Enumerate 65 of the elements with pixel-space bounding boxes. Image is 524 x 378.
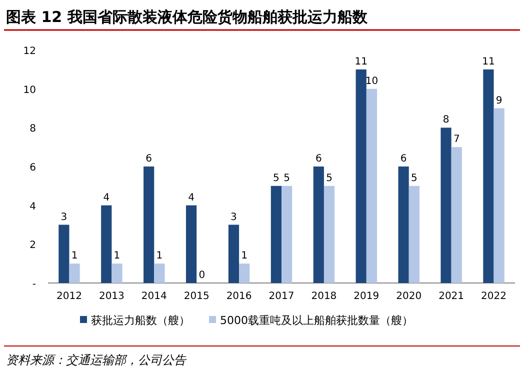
bar <box>58 224 70 283</box>
data-label: 5 <box>410 172 418 184</box>
y-tick-label: 2 <box>30 240 36 252</box>
y-tick-label: 6 <box>30 162 36 174</box>
x-tick-label: 2022 <box>481 291 506 302</box>
legend-label: 获批运力船数（艘） <box>91 314 190 327</box>
data-label: 10 <box>365 76 378 87</box>
bar <box>356 69 366 283</box>
data-label: 3 <box>230 212 237 223</box>
data-label: 11 <box>482 56 495 68</box>
data-label: 0 <box>198 270 206 281</box>
y-tick-label: - <box>32 279 36 290</box>
bar <box>144 166 154 283</box>
x-tick-label: 2017 <box>268 291 294 302</box>
x-tick-label: 2012 <box>56 291 82 302</box>
data-label: 5 <box>284 172 290 184</box>
y-tick-label: 4 <box>30 201 36 212</box>
data-label: 5 <box>326 172 332 184</box>
data-label: 5 <box>273 172 280 184</box>
data-label: 8 <box>442 114 450 126</box>
bar <box>101 205 112 283</box>
data-label: 9 <box>496 95 502 106</box>
bar <box>313 166 324 283</box>
y-tick-label: 12 <box>23 46 36 57</box>
bar <box>154 264 165 283</box>
data-label: 6 <box>146 154 152 164</box>
bar <box>398 166 409 283</box>
bar <box>408 186 420 283</box>
text: 资料来源：交通运输部，公司公告 <box>6 353 187 367</box>
bar <box>324 186 335 283</box>
data-label: 4 <box>103 192 110 204</box>
data-label: 1 <box>156 250 163 262</box>
data-label: 6 <box>400 154 407 164</box>
legend-label: 5000载重吨及以上船舶获批数量（艘） <box>220 314 413 327</box>
bar <box>483 69 494 283</box>
y-tick-label: 8 <box>30 124 36 135</box>
x-tick-label: 2021 <box>438 291 464 302</box>
bar <box>440 128 452 283</box>
data-label: 7 <box>453 134 460 146</box>
data-label: 1 <box>71 250 78 262</box>
bar <box>282 186 292 283</box>
bar <box>494 108 504 283</box>
x-tick-label: 2013 <box>98 291 124 302</box>
data-label: 3 <box>60 212 68 223</box>
bar <box>366 88 378 283</box>
x-tick-label: 2020 <box>396 291 422 302</box>
bar <box>186 205 197 283</box>
bar <box>451 147 462 283</box>
data-label: 1 <box>114 250 120 262</box>
data-label: 4 <box>188 192 194 204</box>
chart-title: 图表 12 我国省际散装液体危险货物船舶获批运力船数 <box>6 8 368 26</box>
bar <box>270 186 282 283</box>
x-tick-label: 2019 <box>354 291 380 302</box>
x-tick-label: 2018 <box>311 291 337 302</box>
y-tick-label: 10 <box>23 84 36 96</box>
bar <box>112 264 122 283</box>
bar <box>239 264 250 283</box>
bar <box>228 224 240 283</box>
data-label: 1 <box>241 250 248 262</box>
bar <box>69 264 80 283</box>
data-label: 11 <box>354 56 368 68</box>
x-tick-label: 2015 <box>184 291 210 302</box>
x-tick-label: 2016 <box>226 291 252 302</box>
x-tick-label: 2014 <box>141 291 167 302</box>
data-label: 6 <box>315 154 322 164</box>
